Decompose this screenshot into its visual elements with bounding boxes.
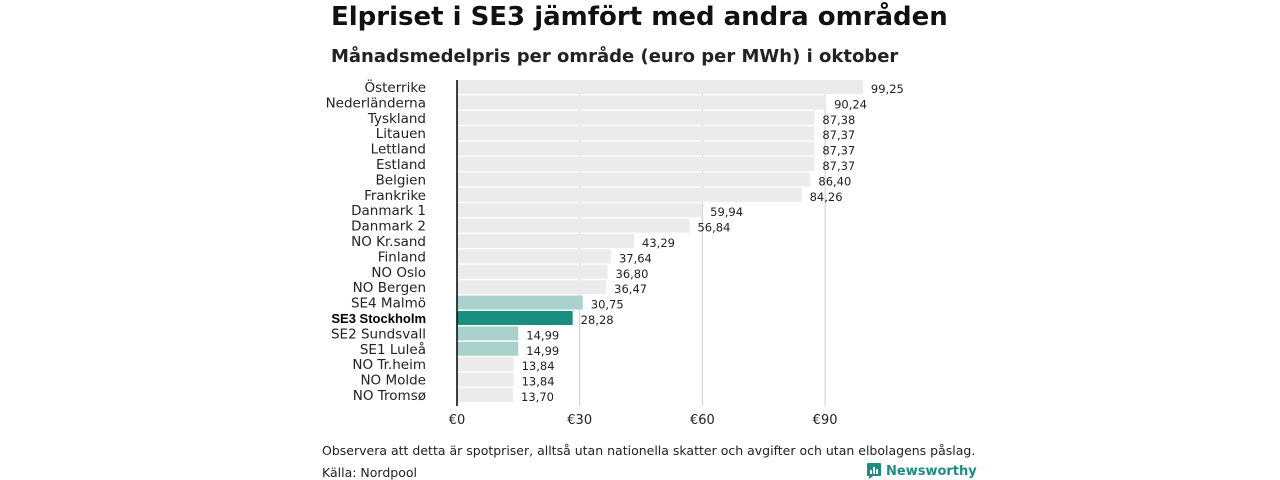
category-label: Belgien	[376, 172, 427, 188]
bar	[457, 187, 802, 202]
category-label: SE2 Sundsvall	[331, 326, 426, 342]
category-label: NO Kr.sand	[351, 234, 426, 250]
category-label: Finland	[378, 249, 426, 265]
value-label: 13,84	[522, 375, 555, 389]
bar	[457, 126, 815, 141]
bar	[457, 372, 514, 387]
category-label: Danmark 2	[351, 219, 426, 235]
value-label: 37,64	[619, 251, 652, 265]
bar	[457, 326, 519, 341]
value-label: 99,25	[871, 82, 904, 96]
category-label: Nederländerna	[326, 95, 426, 111]
value-label: 87,37	[822, 144, 855, 158]
bar-chart: ÖsterrikeNederländernaTysklandLitauenLet…	[326, 78, 904, 428]
bar	[457, 295, 583, 310]
bar	[457, 110, 815, 125]
x-tick-labels: €0 €30 €60 €90	[449, 413, 838, 428]
value-label: 90,24	[834, 97, 867, 111]
value-label: 13,84	[522, 359, 555, 373]
x-tick-label: €0	[449, 413, 466, 428]
category-label: Frankrike	[364, 188, 426, 204]
brand-logo: Newsworthy	[866, 462, 977, 480]
value-label: 30,75	[591, 298, 624, 312]
newsworthy-logo-icon	[867, 463, 881, 479]
bar	[457, 203, 703, 218]
bar	[457, 341, 519, 356]
category-label: Danmark 1	[351, 203, 426, 219]
value-label: 43,29	[642, 236, 675, 250]
bar	[457, 141, 815, 156]
category-label: NO Oslo	[371, 265, 426, 281]
bars	[457, 80, 863, 402]
bar	[457, 249, 611, 264]
value-label: 84,26	[810, 190, 843, 204]
category-label: SE3 Stockholm	[331, 311, 426, 326]
bar	[457, 157, 815, 171]
bar	[457, 264, 608, 279]
value-label: 56,84	[697, 221, 730, 235]
value-label: 59,94	[710, 205, 743, 219]
category-label: Österrike	[364, 78, 426, 96]
value-label: 36,80	[616, 267, 649, 281]
bar	[457, 357, 514, 372]
category-label: Litauen	[376, 126, 426, 142]
category-label: Estland	[376, 157, 426, 173]
category-label: SE4 Malmö	[351, 296, 426, 312]
category-label: NO Tromsø	[353, 388, 426, 404]
value-label: 13,70	[521, 390, 554, 404]
category-labels: ÖsterrikeNederländernaTysklandLitauenLet…	[326, 78, 426, 404]
value-label: 28,28	[581, 313, 614, 327]
bar	[457, 218, 690, 233]
chart-title: Elpriset i SE3 jämfört med andra områden	[331, 2, 948, 32]
value-label: 87,37	[822, 128, 855, 142]
footnote: Observera att detta är spotpriser, allts…	[322, 443, 976, 458]
category-label: NO Tr.heim	[352, 357, 426, 373]
value-label: 14,99	[526, 328, 559, 342]
chart-subtitle: Månadsmedelpris per område (euro per MWh…	[331, 46, 899, 67]
bar	[457, 80, 863, 94]
bar	[457, 388, 514, 402]
source-label: Källa: Nordpool	[322, 465, 417, 480]
x-tick-label: €30	[567, 413, 592, 428]
category-label: NO Bergen	[353, 280, 426, 296]
bar	[457, 172, 811, 187]
bar	[457, 280, 607, 295]
category-label: Lettland	[371, 142, 426, 158]
category-label: Tyskland	[367, 111, 426, 127]
category-label: SE1 Luleå	[360, 341, 426, 358]
value-label: 14,99	[526, 344, 559, 358]
value-label: 86,40	[818, 174, 851, 188]
x-tick-label: €90	[813, 413, 838, 428]
value-label: 36,47	[614, 282, 647, 296]
value-labels: 99,2590,2487,3887,3787,3787,3786,4084,26…	[521, 82, 904, 404]
value-label: 87,38	[822, 113, 855, 127]
x-tick-label: €60	[690, 413, 715, 428]
bar	[457, 311, 573, 325]
value-label: 87,37	[822, 159, 855, 173]
bar	[457, 234, 635, 248]
brand-name: Newsworthy	[886, 463, 977, 479]
category-label: NO Molde	[360, 373, 426, 389]
bar	[457, 95, 827, 110]
